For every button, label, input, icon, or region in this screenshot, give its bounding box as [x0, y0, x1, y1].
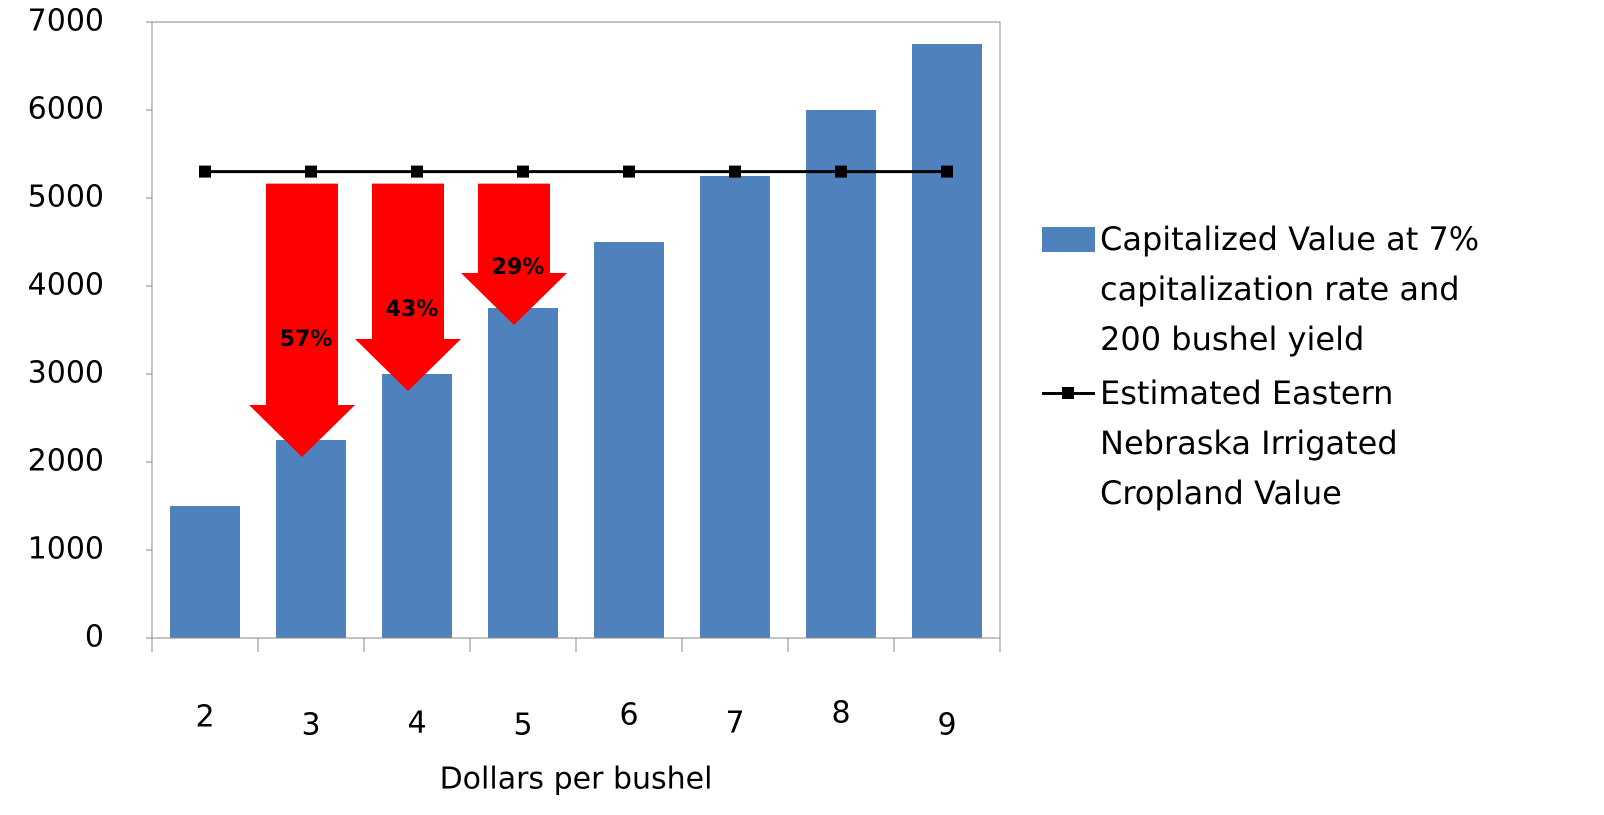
x-tick-label: 2 — [195, 700, 214, 735]
legend-item: Estimated Eastern Nebraska Irrigated Cro… — [1042, 368, 1522, 518]
legend-marker — [1062, 387, 1074, 399]
bar — [594, 242, 664, 638]
x-axis-title: Dollars per bushel — [440, 762, 713, 797]
bar — [276, 440, 346, 638]
line-marker — [623, 165, 635, 178]
y-tick-label: 3000 — [28, 356, 104, 391]
annotation-arrow — [249, 183, 355, 457]
x-tick-label: 8 — [831, 696, 850, 731]
annotation-label: 57% — [280, 327, 333, 352]
line-marker — [517, 165, 529, 178]
line-marker — [835, 165, 847, 178]
bar — [912, 44, 982, 638]
annotation-label: 43% — [386, 297, 439, 322]
line-marker — [941, 165, 953, 178]
y-tick-label: 0 — [85, 620, 104, 655]
bar — [488, 308, 558, 638]
legend-label: Capitalized Value at 7% capitalization r… — [1100, 220, 1480, 358]
legend: Capitalized Value at 7% capitalization r… — [1042, 214, 1522, 522]
legend-label: Estimated Eastern Nebraska Irrigated Cro… — [1100, 374, 1398, 512]
y-tick-label: 2000 — [28, 444, 104, 479]
x-tick-label: 7 — [725, 706, 744, 741]
bar — [382, 374, 452, 638]
annotation-label: 29% — [492, 255, 545, 280]
x-tick-label: 5 — [513, 708, 532, 743]
annotation-arrow — [461, 183, 567, 325]
y-tick-label: 5000 — [28, 180, 104, 215]
legend-item: Capitalized Value at 7% capitalization r… — [1042, 214, 1522, 364]
bar — [700, 176, 770, 638]
y-tick-label: 1000 — [28, 532, 104, 567]
x-tick-label: 9 — [937, 708, 956, 743]
line-marker — [305, 165, 317, 178]
x-tick-label: 6 — [619, 698, 638, 733]
bar — [806, 110, 876, 638]
x-tick-label: 4 — [407, 706, 426, 741]
line-marker — [729, 165, 741, 178]
annotation-arrow — [355, 183, 461, 391]
bar — [170, 506, 240, 638]
y-tick-label: 7000 — [28, 4, 104, 39]
x-tick-label: 3 — [301, 708, 320, 743]
legend-swatch — [1042, 227, 1095, 252]
line-marker — [199, 165, 211, 178]
y-tick-label: 6000 — [28, 92, 104, 127]
y-tick-label: 4000 — [28, 268, 104, 303]
line-marker — [411, 165, 423, 178]
